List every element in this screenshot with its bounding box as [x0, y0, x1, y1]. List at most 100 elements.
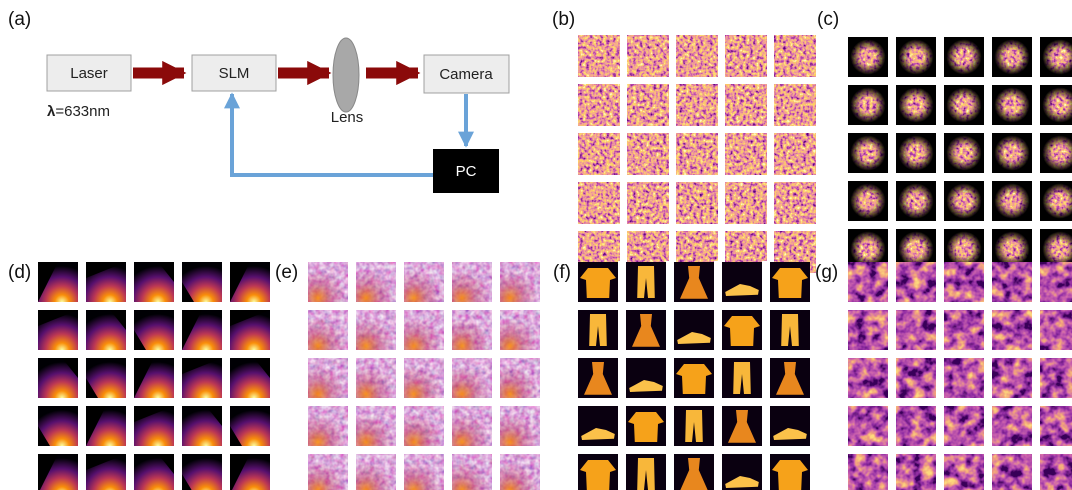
tile: [578, 406, 618, 446]
item-silhouette: [724, 316, 760, 346]
tile-gap: [577, 398, 811, 406]
tile-gap: [37, 302, 271, 310]
wedge: [182, 310, 202, 350]
wedge: [86, 262, 126, 278]
glow: [356, 310, 396, 350]
vignette: [944, 133, 984, 173]
glow: [308, 454, 348, 490]
tile-gap: [714, 261, 722, 490]
panel-label: (a): [8, 9, 31, 30]
tile-gap: [577, 302, 811, 310]
wedge: [38, 454, 58, 490]
tile-gap: [37, 350, 271, 358]
item-silhouette: [637, 266, 655, 298]
wedge: [86, 406, 106, 446]
glow: [404, 358, 444, 398]
panel-label: (c): [817, 9, 839, 30]
vignette: [992, 133, 1032, 173]
image-grid: [577, 34, 817, 274]
item-silhouette: [776, 362, 804, 395]
tile-gap: [1032, 36, 1040, 270]
wedge: [182, 358, 222, 374]
tile-gap: [888, 36, 896, 270]
item-silhouette: [772, 460, 808, 490]
glow: [500, 262, 540, 302]
wedge: [206, 406, 222, 426]
glow: [452, 262, 492, 302]
wedge: [158, 454, 174, 474]
feedback-arrow: [224, 92, 433, 177]
tile-gap: [984, 261, 992, 490]
glow: [356, 262, 396, 302]
tile-gap: [307, 398, 541, 406]
item-silhouette: [632, 314, 660, 347]
tile-gap: [847, 125, 1072, 133]
tile-gap: [847, 350, 1072, 358]
image-grid: [37, 261, 271, 490]
glow: [500, 310, 540, 350]
item-silhouette: [589, 314, 607, 346]
panel-label: (d): [8, 262, 31, 283]
glow: [404, 454, 444, 490]
vignette: [944, 181, 984, 221]
glow: [404, 310, 444, 350]
image-grid: [847, 36, 1072, 270]
tile-gap: [888, 261, 896, 490]
item-silhouette: [629, 380, 663, 392]
tile-gap: [37, 398, 271, 406]
tile-gap: [847, 398, 1072, 406]
glow: [308, 310, 348, 350]
item-silhouette: [685, 410, 703, 442]
item-silhouette: [581, 428, 615, 440]
wedge: [158, 262, 174, 282]
tile-gap: [307, 350, 541, 358]
item-silhouette: [725, 284, 759, 296]
glow: [356, 406, 396, 446]
lens-shape: [332, 37, 360, 113]
tile-gap: [666, 261, 674, 490]
glow: [452, 406, 492, 446]
lambda-symbol: λ: [47, 103, 56, 120]
tile-gap: [396, 261, 404, 490]
vignette: [944, 85, 984, 125]
vignette: [992, 85, 1032, 125]
tile-gap: [444, 261, 452, 490]
slm-label: SLM: [219, 65, 250, 82]
vignette: [944, 37, 984, 77]
item-silhouette: [728, 410, 756, 443]
tile-gap: [577, 77, 817, 84]
item-silhouette: [773, 428, 807, 440]
tile: [770, 406, 810, 446]
tile-gap: [767, 34, 774, 274]
glow: [356, 358, 396, 398]
tile-gap: [348, 261, 356, 490]
camera-box: [423, 54, 510, 94]
panel-label: (g): [815, 262, 838, 283]
wedge: [134, 406, 174, 422]
wedge: [134, 330, 146, 350]
tile-gap: [78, 261, 86, 490]
tile-gap: [577, 446, 811, 454]
vignette: [1040, 133, 1072, 173]
vignette: [1040, 85, 1072, 125]
glow: [356, 454, 396, 490]
tile-gap: [37, 446, 271, 454]
item-silhouette: [580, 460, 616, 490]
wedge: [62, 358, 78, 378]
tile-gap: [492, 261, 500, 490]
wedge: [230, 310, 270, 326]
camera-label: Camera: [439, 66, 493, 83]
wedge: [182, 282, 194, 302]
tile: [722, 262, 762, 302]
wedge: [182, 474, 192, 490]
wedge: [38, 310, 78, 326]
panel-label: (e): [275, 262, 298, 283]
laser-box: [46, 54, 132, 92]
pc-label: PC: [456, 163, 477, 180]
glow: [308, 406, 348, 446]
image-grid: [577, 261, 811, 490]
vignette: [896, 181, 936, 221]
item-silhouette: [628, 412, 664, 442]
tile: [182, 454, 222, 490]
image-grids: [37, 34, 1072, 490]
